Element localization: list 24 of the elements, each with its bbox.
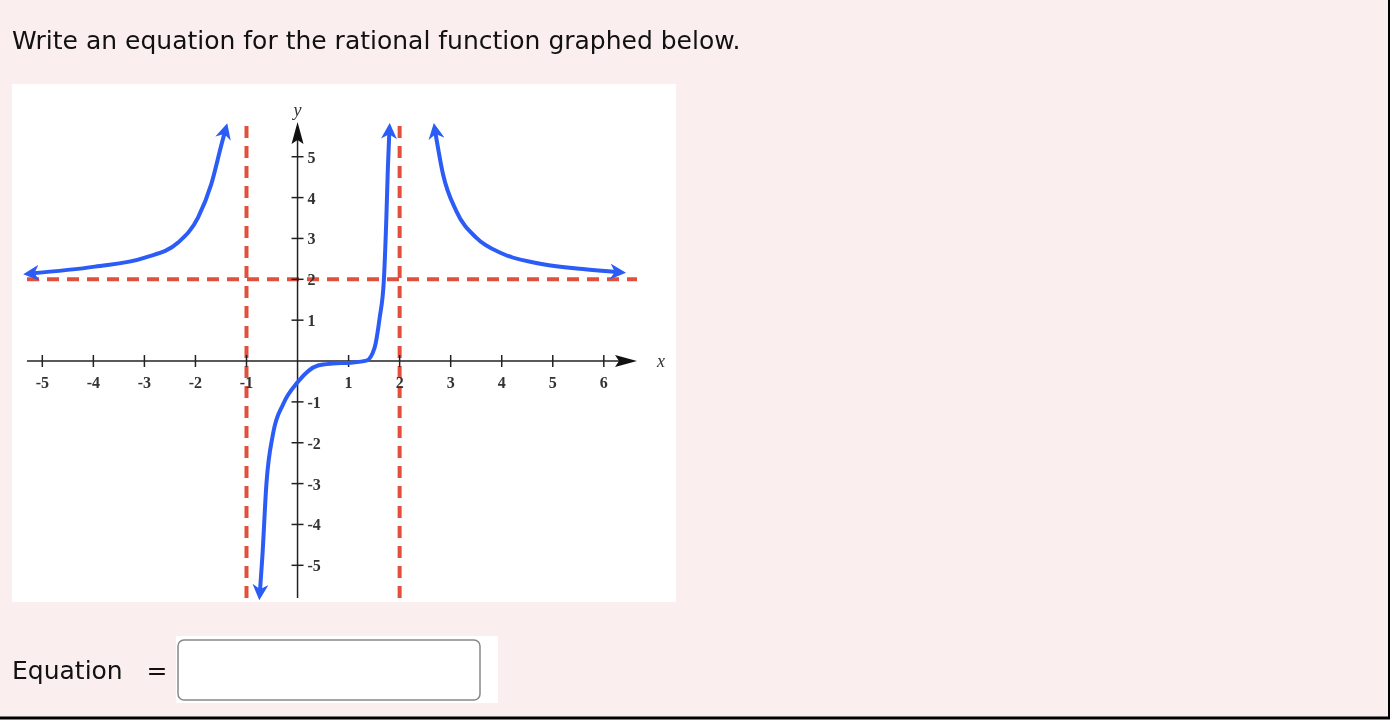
x-tick-label: -4 [86,374,101,392]
y-tick-label: 5 [307,148,316,166]
x-tick-label: 4 [497,374,506,392]
y-tick-label: -3 [307,475,321,493]
x-tick-label: 6 [599,374,608,392]
x-tick-label: -2 [188,374,203,392]
x-tick-label: -3 [137,374,152,392]
y-tick-label: -1 [307,393,321,411]
y-tick-label: 1 [307,312,316,330]
x-tick-label: -1 [239,374,254,392]
x-tick-label: 2 [395,374,404,392]
y-tick-label: 4 [307,189,316,207]
y-tick-label: -4 [307,516,321,534]
x-tick-label: -5 [35,374,49,392]
x-axis-title: x [656,351,665,372]
chart-title: Write an equation for the rational function graphed below. [12,26,741,55]
y-axis-title: y [291,100,302,120]
x-tick-label: 1 [344,374,353,392]
x-tick-label: 5 [548,374,557,392]
text: Equation = [12,656,168,685]
x-tick-label: 3 [446,374,455,392]
y-tick-label: -2 [307,434,321,452]
y-tick-label: 3 [307,230,316,248]
y-tick-label: -5 [307,557,321,575]
